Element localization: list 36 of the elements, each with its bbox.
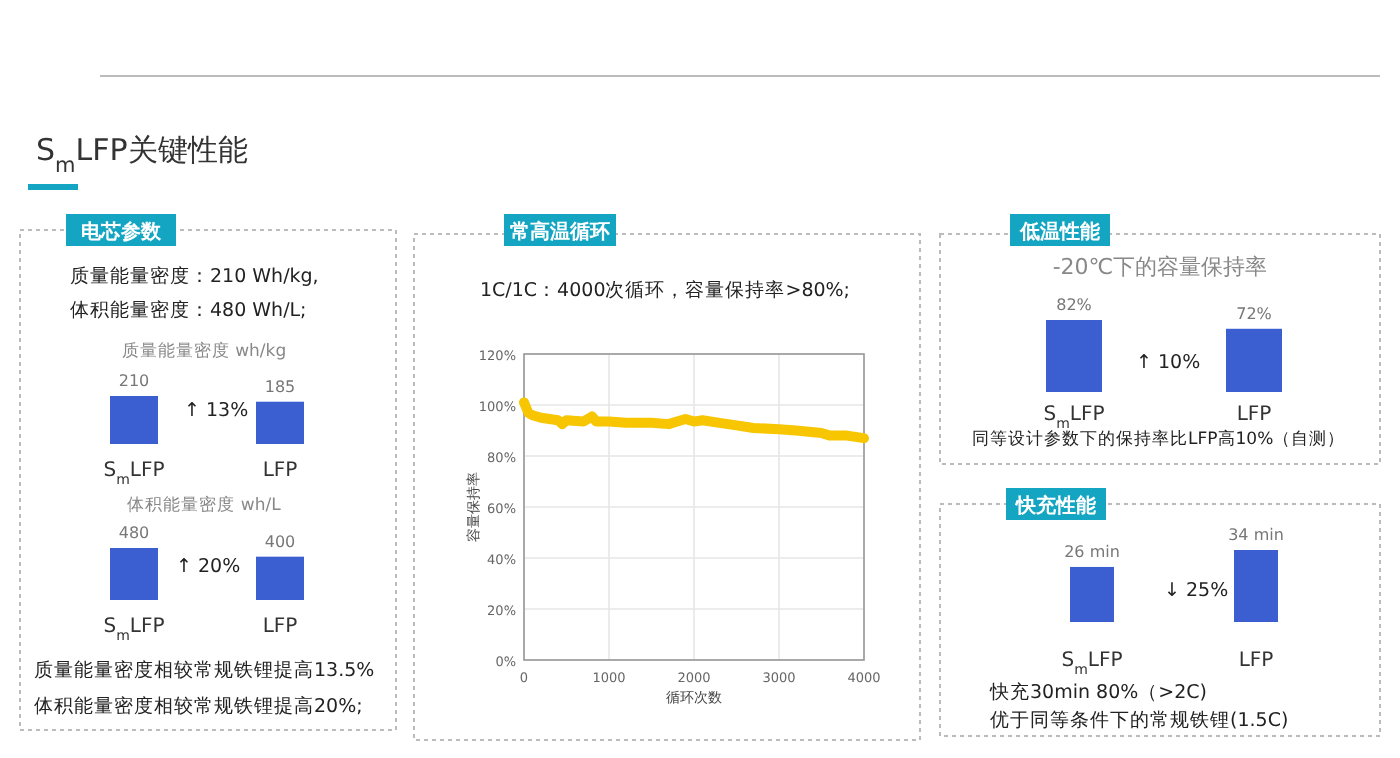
data-label: 210 xyxy=(118,372,150,390)
x-tick-label: LFP xyxy=(1236,404,1272,426)
text: 同等设计参数下的保持率比LFP高10%（自测） xyxy=(972,428,1346,450)
x-tick-label: S$_{m}$LFP xyxy=(103,616,165,644)
data-label: 26 min xyxy=(1064,542,1120,561)
annotation: ↑ 20% xyxy=(176,556,241,578)
data-label: 34 min xyxy=(1228,526,1284,544)
annotation: ↑ 13% xyxy=(184,400,249,422)
x-tick-label: LFP xyxy=(262,616,298,638)
text: 电芯参数 xyxy=(81,220,163,244)
chart-title: 体积能量密度 wh/L xyxy=(127,494,282,516)
annotation: ↑ 10% xyxy=(1136,352,1201,374)
text: 质量能量密度：210 Wh/kg, xyxy=(70,264,319,288)
data-label: 400 xyxy=(264,532,296,551)
chart-title: -20℃下的容量保持率 xyxy=(1052,254,1268,280)
chart-title: 1C/1C：4000次循环，容量保持率>80%; xyxy=(480,278,851,302)
x-tick-label: S$_{m}$LFP xyxy=(1061,650,1123,678)
x-tick-label: LFP xyxy=(1238,650,1274,672)
text: 体积能量密度相较常规铁锂提高20%; xyxy=(34,694,363,718)
annotation: ↓ 25% xyxy=(1164,580,1229,602)
text: 快充30min 80%（>2C) xyxy=(988,680,1207,704)
chart-title: 质量能量密度 wh/kg xyxy=(121,340,287,362)
data-label: 82% xyxy=(1056,296,1093,314)
text: 优于同等条件下的常规铁锂(1.5C) xyxy=(990,708,1289,732)
x-tick-label: S$_{m}$LFP xyxy=(1043,404,1105,432)
text: 常高温循环 xyxy=(510,220,610,244)
data-label: 185 xyxy=(264,377,296,396)
data-label: 72% xyxy=(1236,304,1273,323)
x-tick-label: LFP xyxy=(262,460,298,482)
text: 低温性能 xyxy=(1018,220,1102,244)
text: 质量能量密度相较常规铁锂提高13.5% xyxy=(34,658,375,682)
text: 体积能量密度：480 Wh/L; xyxy=(70,298,307,322)
x-tick-label: S$_{m}$LFP xyxy=(103,460,165,488)
data-label: 480 xyxy=(118,524,150,542)
text: S$_{m}$LFP关键性能 xyxy=(36,132,248,178)
text: 快充性能 xyxy=(1014,494,1098,518)
